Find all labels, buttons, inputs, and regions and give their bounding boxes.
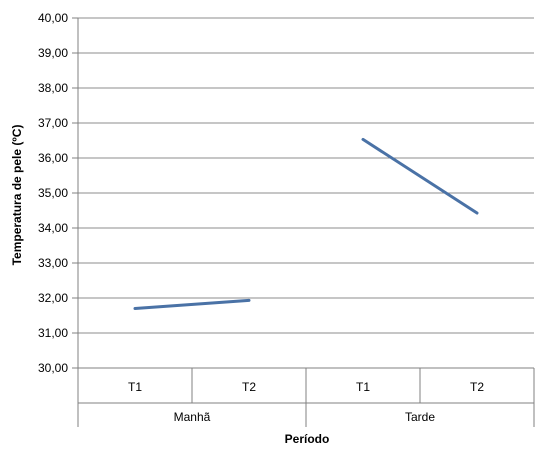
y-axis-title: Temperatura de pele (ºC) xyxy=(10,125,24,266)
y-tick-labels: 30,00 31,00 32,00 33,00 34,00 35,00 36,00 37,00… xyxy=(38,11,68,375)
y-tick-label: 36,00 xyxy=(38,151,68,165)
y-tick-label: 38,00 xyxy=(38,81,68,95)
x-group-label: Tarde xyxy=(405,410,435,424)
y-tick-label: 39,00 xyxy=(38,46,68,60)
x-category-label: T1 xyxy=(356,380,370,394)
series-line-segment xyxy=(361,137,479,215)
y-tick-label: 37,00 xyxy=(38,116,68,130)
y-tick-label: 32,00 xyxy=(38,291,68,305)
series-line-segment xyxy=(133,298,251,310)
y-tick-label: 34,00 xyxy=(38,221,68,235)
x-category-labels: T1 T2 T1 T2 Manhã Tarde xyxy=(128,380,484,424)
x-category-label: T1 xyxy=(128,380,142,394)
x-group-label: Manhã xyxy=(174,410,211,424)
y-tick-label: 33,00 xyxy=(38,256,68,270)
x-category-label: T2 xyxy=(470,380,484,394)
series-lines xyxy=(133,137,479,310)
x-category-label: T2 xyxy=(242,380,256,394)
y-tick-label: 40,00 xyxy=(38,11,68,25)
y-tick-label: 30,00 xyxy=(38,361,68,375)
y-tick-label: 31,00 xyxy=(38,326,68,340)
gridlines xyxy=(78,17,534,334)
axes xyxy=(72,17,535,427)
x-axis-title: Período xyxy=(285,432,330,446)
y-tick-label: 35,00 xyxy=(38,186,68,200)
